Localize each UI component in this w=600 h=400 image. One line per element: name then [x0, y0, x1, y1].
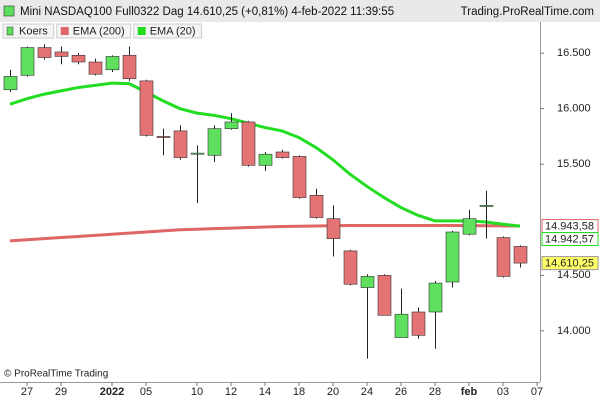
x-tick-label: 12	[225, 386, 237, 398]
candle-body	[309, 195, 324, 218]
y-tick-label: 15.500	[557, 158, 591, 170]
candle-body	[343, 250, 358, 285]
ema-line	[9, 81, 521, 228]
candle-body	[190, 152, 205, 155]
x-tick-label: 24	[361, 386, 373, 398]
legend-box	[56, 23, 132, 39]
x-tick-label: 03	[497, 386, 509, 398]
candle-body	[513, 246, 528, 264]
y-tick-label: 16.000	[557, 103, 591, 115]
candle-body	[88, 61, 103, 75]
candle-body	[173, 130, 188, 158]
legend-item: Koers	[2, 23, 55, 39]
last-value-label: 14.942,57	[545, 233, 594, 245]
x-tick-label: 05	[140, 386, 152, 398]
ema-line	[9, 224, 521, 243]
candle-body	[326, 218, 341, 239]
candle-body	[139, 80, 154, 136]
last-value-box	[541, 232, 599, 247]
x-tick-label: feb	[461, 386, 478, 398]
x-tick-label: 29	[55, 386, 67, 398]
candle-body	[241, 121, 256, 166]
watermark: © ProRealTime Trading	[4, 369, 108, 380]
legend-label: Koers	[19, 25, 48, 37]
candle-body	[20, 47, 35, 76]
candle-body	[37, 47, 52, 58]
candle-body	[445, 231, 460, 283]
candle-body	[71, 55, 86, 63]
legend-swatch	[6, 26, 14, 36]
candle-body	[122, 55, 137, 79]
y-tick-label: 14.500	[557, 269, 591, 281]
candle-body	[3, 76, 18, 91]
candle-body	[275, 151, 290, 158]
legend-label: EMA (200)	[73, 25, 125, 37]
candle-body	[479, 205, 494, 207]
y-tick-label: 14.000	[557, 325, 591, 337]
x-tick-label: 2022	[100, 386, 124, 398]
candle-body	[54, 51, 69, 57]
candle-body	[156, 136, 171, 138]
candle-body	[360, 276, 375, 288]
x-tick-label: 27	[21, 386, 33, 398]
candle-body	[377, 275, 392, 316]
legend-box	[2, 23, 55, 39]
candle-body	[496, 237, 511, 277]
candle-body	[428, 282, 443, 313]
candle-body	[394, 313, 409, 338]
candle-body	[462, 218, 477, 235]
x-tick-label: 10	[191, 386, 203, 398]
x-tick-label: 26	[395, 386, 407, 398]
x-tick-label: 28	[429, 386, 441, 398]
candle-body	[292, 156, 307, 198]
candle-body	[411, 311, 426, 336]
chart-title: Mini NASDAQ100 Full0322 Dag 14.610,25 (+…	[20, 6, 394, 18]
candle-body	[258, 153, 273, 166]
x-tick-label: 14	[259, 386, 271, 398]
candle-body	[105, 56, 120, 71]
legend-item: EMA (200)	[56, 23, 132, 39]
last-value-label: 14.610,25	[545, 257, 594, 269]
legend: Koers EMA (200) EMA (20)	[2, 23, 203, 39]
header-bar	[0, 0, 600, 22]
legend-swatch	[60, 27, 69, 35]
x-tick-label: 07	[531, 386, 543, 398]
x-tick-label: 20	[327, 386, 339, 398]
header-icon	[3, 5, 15, 17]
candle-body	[207, 128, 222, 156]
legend-box	[133, 23, 203, 39]
last-value-box	[541, 256, 599, 271]
legend-label: EMA (20)	[150, 25, 196, 37]
y-tick-label: 16.500	[557, 47, 591, 59]
legend-swatch	[137, 27, 146, 35]
legend-item: EMA (20)	[133, 23, 203, 39]
candle-body	[224, 121, 239, 129]
x-tick-label: 18	[293, 386, 305, 398]
last-value-label: 14.943,58	[545, 220, 594, 232]
source: Trading.ProRealTime.com	[461, 6, 594, 18]
